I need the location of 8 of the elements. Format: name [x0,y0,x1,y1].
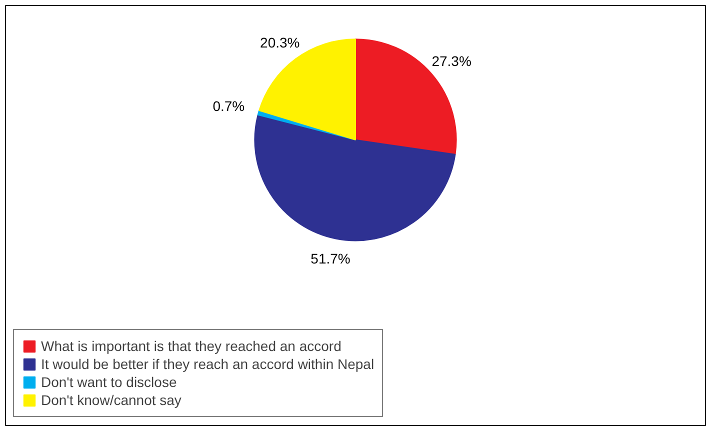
legend-label: It would be better if they reach an accord within Nepal [41,356,374,372]
data-label: 51.7% [310,250,350,266]
data-label: 0.7% [212,98,245,114]
legend-label: Don't want to disclose [41,374,177,390]
legend-label: What is important is that they reached an accord [41,338,342,354]
data-label: 20.3% [260,34,300,51]
data-label: 27.3% [432,52,472,69]
legend-label: Don't know/cannot say [41,392,182,408]
